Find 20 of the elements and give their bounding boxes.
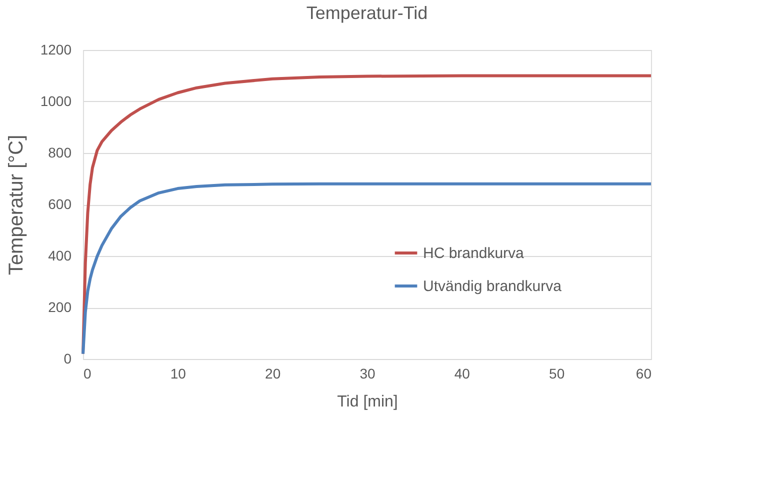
- x-tick-label: 60: [636, 366, 652, 382]
- x-tick-label: 10: [170, 366, 186, 382]
- line-series: [82, 182, 652, 356]
- y-tick-label: 800: [48, 144, 72, 160]
- chart-title: Temperatur-Tid: [306, 3, 428, 23]
- x-tick-label: 0: [84, 366, 92, 382]
- x-tick-label: 20: [265, 366, 281, 382]
- y-axis-title: Temperatur [°C]: [5, 134, 28, 276]
- x-tick-label: 30: [360, 366, 376, 382]
- y-tick-label: 1200: [40, 42, 72, 58]
- y-tick-label: 1000: [40, 93, 72, 109]
- x-axis-title: Tid [min]: [337, 394, 398, 410]
- y-tick-label: 600: [48, 196, 72, 212]
- x-tick-label: 50: [549, 366, 565, 382]
- legend-label: Utvändig brandkurva: [423, 278, 562, 295]
- y-tick-label: 200: [48, 299, 72, 315]
- legend-label: HC brandkurva: [423, 245, 525, 262]
- y-tick-label: 0: [64, 350, 72, 366]
- x-tick-label: 40: [454, 366, 470, 382]
- y-tick-label: 400: [48, 248, 72, 264]
